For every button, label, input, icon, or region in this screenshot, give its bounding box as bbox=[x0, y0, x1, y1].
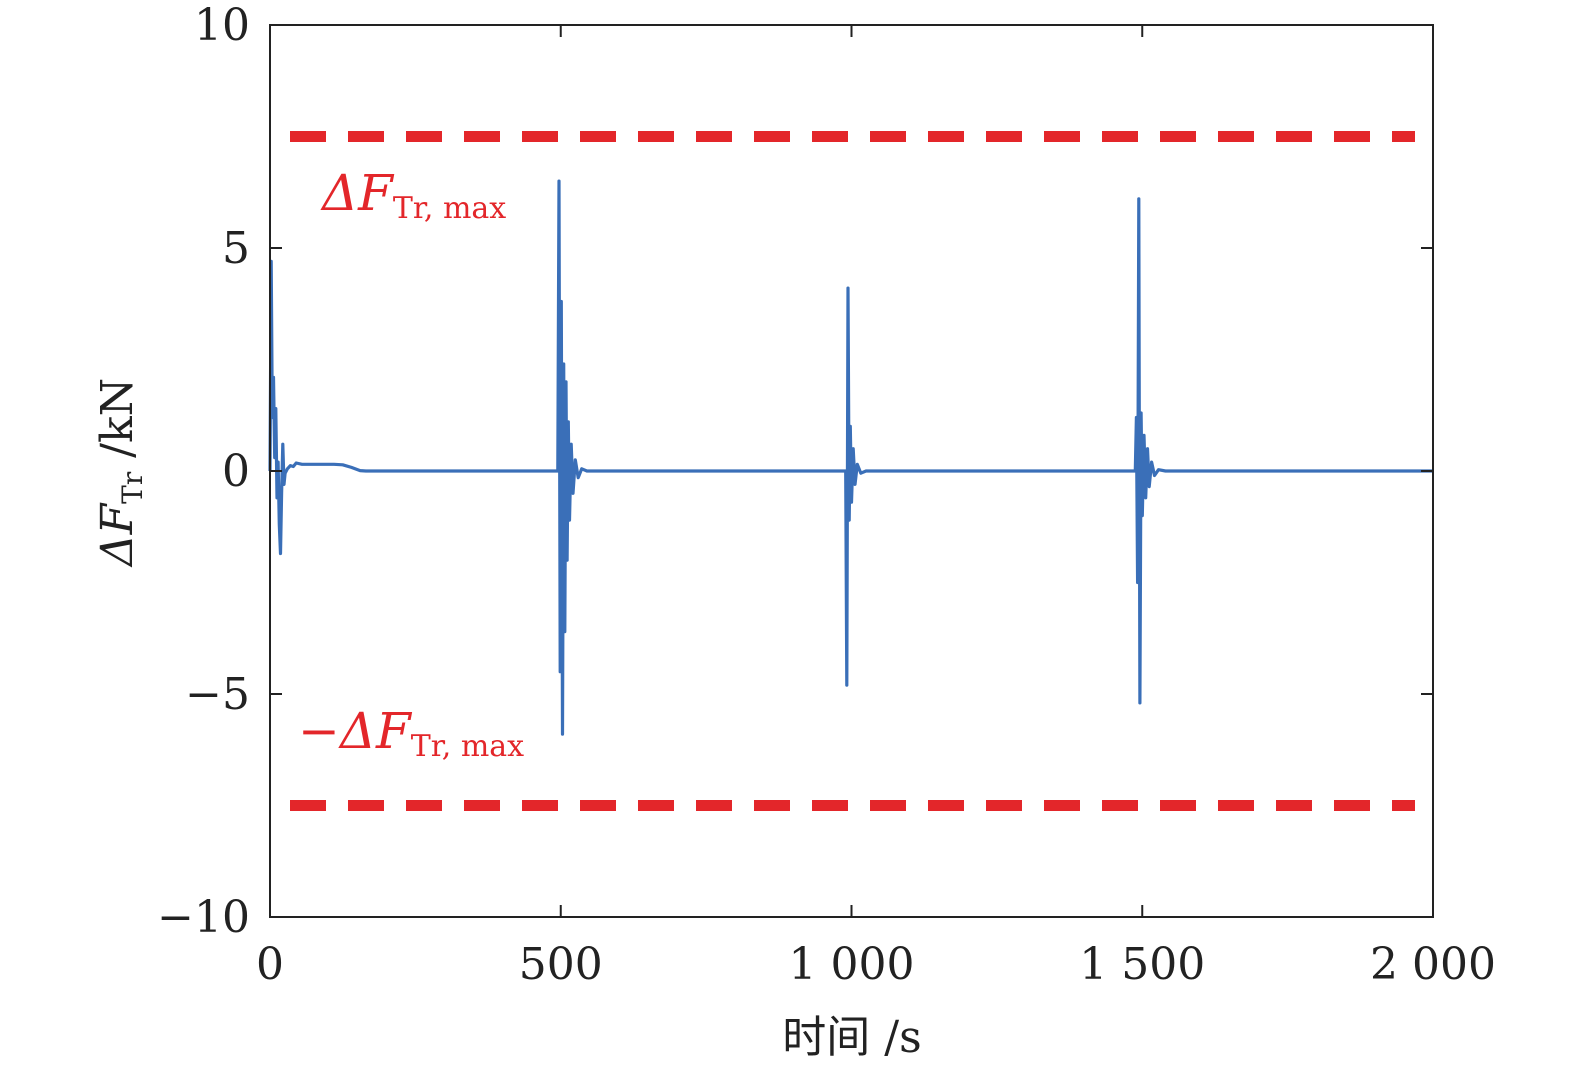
series-layer bbox=[268, 179, 1433, 736]
y-axis-title: ΔFTr /kN bbox=[92, 378, 149, 568]
x-tick-label: 2 000 bbox=[1370, 939, 1496, 990]
lower-limit-subscript: Tr, max bbox=[411, 729, 524, 764]
y-tick-label: 5 bbox=[222, 223, 250, 274]
x-tick-label: 1 000 bbox=[789, 939, 915, 990]
x-tick-label: 0 bbox=[256, 939, 284, 990]
y-axis-title-main: ΔF bbox=[92, 502, 143, 568]
upper-limit-subscript: Tr, max bbox=[393, 191, 506, 226]
upper-limit-label: ΔFTr, max bbox=[320, 164, 506, 226]
y-axis-title-unit: /kN bbox=[92, 378, 143, 472]
ticks: 0 500 1 000 1 500 2 000 −10 −5 0 5 10 bbox=[157, 0, 1496, 990]
y-tick-label: −5 bbox=[185, 669, 250, 720]
y-tick-label: −10 bbox=[157, 892, 250, 943]
signal-line bbox=[268, 179, 1433, 736]
y-tick-label: 0 bbox=[222, 446, 250, 497]
lower-limit-label: −ΔFTr, max bbox=[298, 702, 524, 764]
y-axis-title-subscript: Tr bbox=[116, 471, 149, 504]
x-tick-label: 1 500 bbox=[1079, 939, 1205, 990]
x-axis-title: 时间 /s bbox=[782, 1012, 921, 1063]
upper-limit-main: ΔF bbox=[320, 164, 395, 222]
y-tick-label: 10 bbox=[194, 0, 250, 51]
lower-limit-main: −ΔF bbox=[298, 702, 413, 760]
x-tick-label: 500 bbox=[519, 939, 603, 990]
limit-lines bbox=[290, 131, 1415, 811]
